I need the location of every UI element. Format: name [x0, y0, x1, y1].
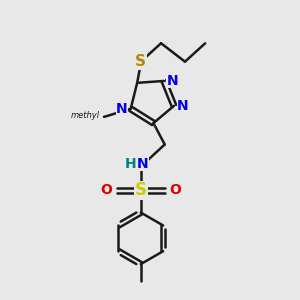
Text: S: S [135, 182, 147, 200]
Text: H: H [125, 157, 136, 171]
Text: O: O [169, 184, 181, 197]
Text: N: N [167, 74, 178, 88]
Text: methyl: methyl [71, 110, 100, 119]
Text: N: N [116, 102, 128, 116]
Text: S: S [135, 54, 146, 69]
Text: N: N [177, 99, 189, 113]
Text: O: O [100, 184, 112, 197]
Text: N: N [137, 157, 148, 171]
